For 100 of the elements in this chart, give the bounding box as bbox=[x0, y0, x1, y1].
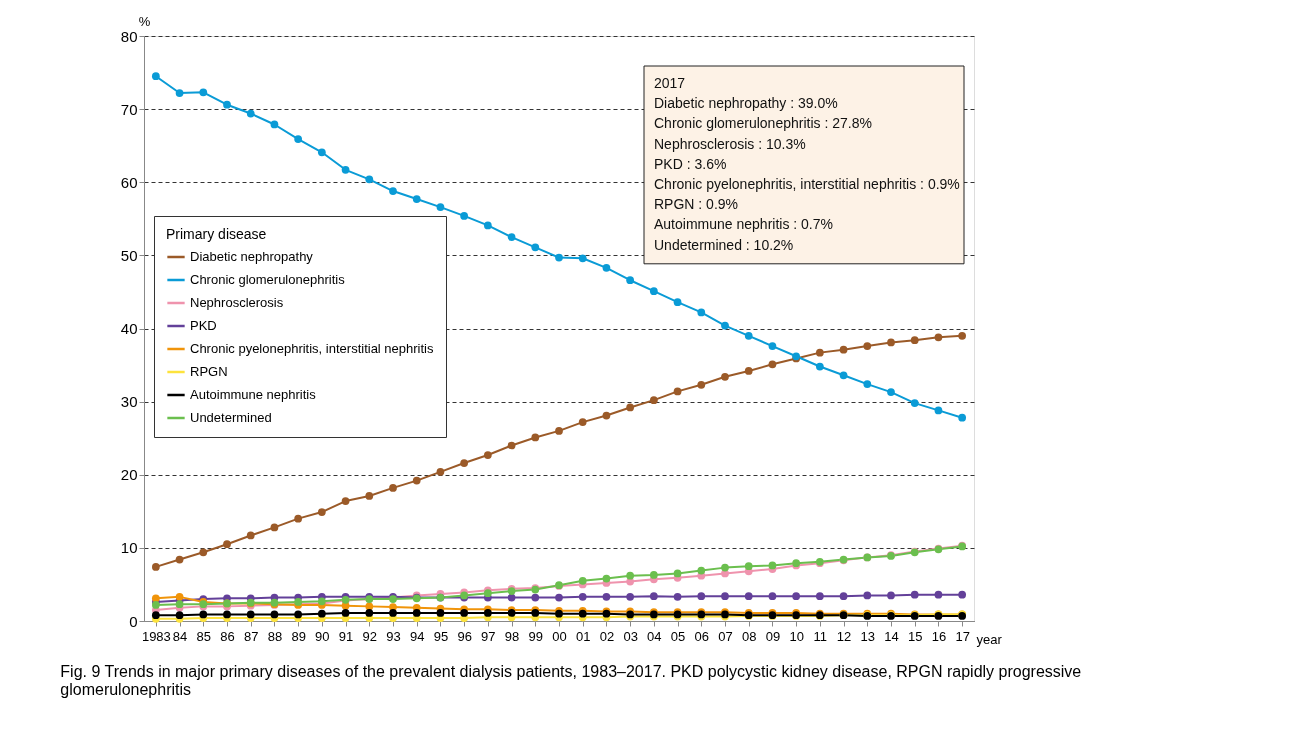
point bbox=[602, 263, 611, 272]
y-tick-label: 40 bbox=[120, 320, 138, 337]
annotation: Undetermined : 10.2% bbox=[654, 236, 794, 253]
legend-label: PKD bbox=[190, 318, 217, 333]
point bbox=[792, 592, 801, 600]
caption: Fig. 9 Trends in major primary diseases of the prevalent dialysis patients, 1983–2017. PKD polycystic kidney disease, RPGN rapidly progressive glomerulonephritis bbox=[60, 663, 1082, 698]
point bbox=[199, 548, 208, 557]
y-tick-label: 80 bbox=[120, 27, 138, 45]
point bbox=[175, 555, 184, 564]
x-tick-label: 99 bbox=[528, 628, 544, 644]
point bbox=[341, 609, 350, 617]
point bbox=[389, 484, 397, 492]
point bbox=[910, 399, 919, 407]
point bbox=[270, 523, 279, 532]
point bbox=[483, 451, 492, 459]
point bbox=[555, 253, 563, 262]
x-tick-label: 02 bbox=[599, 628, 615, 644]
point bbox=[721, 321, 729, 330]
point bbox=[910, 336, 919, 345]
point bbox=[958, 413, 967, 422]
point bbox=[246, 610, 255, 619]
point bbox=[602, 593, 611, 601]
point bbox=[531, 593, 540, 602]
x-tick-label: 07 bbox=[718, 628, 733, 644]
point bbox=[863, 342, 872, 350]
annotation: PKD : 3.6% bbox=[654, 155, 727, 172]
point bbox=[151, 72, 160, 81]
x-tick-label: 98 bbox=[504, 628, 520, 644]
point bbox=[246, 109, 255, 118]
legend-label: Chronic glomerulonephritis bbox=[190, 272, 346, 287]
point bbox=[744, 592, 753, 600]
x-tick-label: 00 bbox=[552, 628, 567, 644]
point bbox=[721, 372, 729, 381]
point bbox=[436, 609, 445, 617]
y-axis-title: % bbox=[138, 13, 151, 29]
y-tick-label: 30 bbox=[120, 393, 138, 411]
point bbox=[815, 592, 824, 600]
point bbox=[768, 561, 777, 570]
point bbox=[934, 406, 943, 415]
point bbox=[673, 298, 682, 307]
point bbox=[934, 333, 943, 342]
point bbox=[365, 175, 374, 184]
point bbox=[317, 148, 326, 157]
point bbox=[697, 592, 706, 600]
x-tick-label: 92 bbox=[362, 628, 378, 644]
legend-label: Diabetic nephropathy bbox=[190, 249, 314, 264]
point bbox=[626, 571, 635, 580]
point bbox=[649, 396, 658, 405]
point bbox=[412, 476, 421, 485]
point bbox=[958, 331, 967, 340]
point bbox=[839, 592, 848, 600]
point bbox=[649, 287, 658, 296]
point bbox=[602, 574, 611, 583]
point bbox=[673, 569, 682, 578]
y-tick-label: 60 bbox=[120, 173, 138, 191]
x-tick-label: 06 bbox=[694, 628, 710, 644]
annotation: Nephrosclerosis : 10.3% bbox=[654, 135, 806, 152]
point bbox=[246, 531, 255, 540]
x-tick-label: 95 bbox=[433, 628, 449, 644]
point bbox=[223, 540, 231, 549]
x-tick-label: 09 bbox=[765, 628, 781, 644]
x-tick-label: 97 bbox=[481, 628, 496, 644]
x-tick-label: 13 bbox=[860, 628, 876, 644]
point bbox=[365, 602, 374, 611]
point bbox=[151, 563, 160, 571]
point bbox=[934, 590, 943, 599]
annotation: RPGN : 0.9% bbox=[654, 196, 739, 213]
point bbox=[270, 610, 279, 619]
x-tick-label: 11 bbox=[813, 628, 828, 644]
point bbox=[673, 593, 682, 601]
point bbox=[721, 592, 729, 600]
point bbox=[578, 576, 587, 585]
x-tick-label: 88 bbox=[267, 628, 283, 644]
point bbox=[626, 593, 635, 601]
point bbox=[294, 514, 303, 523]
point bbox=[649, 571, 658, 579]
point bbox=[365, 609, 374, 617]
point bbox=[744, 562, 753, 571]
point bbox=[626, 577, 635, 586]
annotation: Autoimmune nephritis : 0.7% bbox=[654, 216, 833, 233]
point bbox=[341, 497, 350, 505]
point bbox=[151, 594, 160, 603]
point bbox=[815, 362, 824, 371]
point bbox=[223, 100, 231, 109]
x-tick-label: 90 bbox=[315, 628, 330, 644]
point bbox=[223, 610, 231, 619]
y-tick-label: 10 bbox=[120, 539, 138, 557]
x-tick-label: 96 bbox=[457, 628, 472, 644]
point bbox=[483, 609, 492, 617]
point bbox=[697, 566, 706, 575]
point bbox=[887, 388, 895, 396]
x-tick-label: 94 bbox=[409, 628, 425, 644]
legend-label: Chronic pyelonephritis, interstitial nephritis bbox=[190, 341, 434, 356]
point bbox=[483, 221, 492, 230]
point bbox=[839, 345, 848, 354]
legend-label: Autoimmune nephritis bbox=[190, 387, 317, 402]
point bbox=[460, 212, 469, 220]
y-tick-label: 0 bbox=[129, 612, 138, 630]
x-tick-label: 87 bbox=[243, 628, 259, 644]
point bbox=[436, 203, 445, 211]
